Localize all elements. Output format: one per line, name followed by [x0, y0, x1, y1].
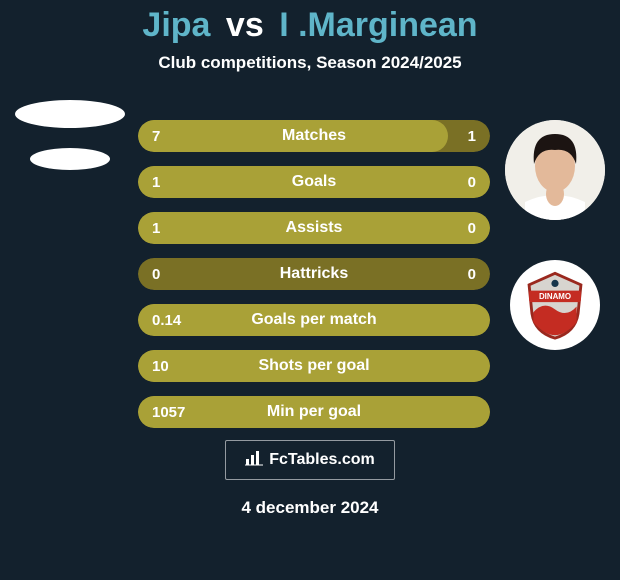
footer-logo-text: FcTables.com	[269, 451, 375, 469]
footer-date: 4 december 2024	[0, 498, 620, 518]
stat-bar-label: Hattricks	[138, 258, 490, 290]
club-badge: DINAMO	[510, 260, 600, 350]
placeholder-ellipse-large	[15, 100, 125, 128]
chart-icon	[245, 450, 263, 471]
stat-bar-label: Matches	[138, 120, 490, 152]
player-avatar-svg	[505, 120, 605, 220]
stat-bar-row: 10Goals	[138, 166, 490, 198]
subtitle: Club competitions, Season 2024/2025	[0, 53, 620, 73]
content-root: Jipa vs I .Marginean Club competitions, …	[0, 0, 620, 580]
stat-bar-label: Assists	[138, 212, 490, 244]
club-badge-svg: DINAMO	[519, 269, 591, 341]
title-right: I .Marginean	[279, 6, 477, 44]
placeholder-ellipse-small	[30, 148, 110, 170]
stat-bar-label: Goals per match	[138, 304, 490, 336]
stat-bar-label: Goals	[138, 166, 490, 198]
stat-bar-label: Min per goal	[138, 396, 490, 428]
right-column: DINAMO	[500, 120, 610, 350]
left-column	[10, 100, 130, 170]
stat-bar-row: 10Assists	[138, 212, 490, 244]
stat-bar-label: Shots per goal	[138, 350, 490, 382]
stat-bar-row: 0.14Goals per match	[138, 304, 490, 336]
stat-bar-row: 71Matches	[138, 120, 490, 152]
stat-bar-row: 10Shots per goal	[138, 350, 490, 382]
badge-accent-dot	[551, 280, 558, 287]
player-avatar	[505, 120, 605, 220]
badge-text: DINAMO	[539, 292, 571, 301]
stat-bar-row: 1057Min per goal	[138, 396, 490, 428]
footer-logo: FcTables.com	[225, 440, 395, 480]
stat-bar-row: 00Hattricks	[138, 258, 490, 290]
title-left: Jipa	[142, 6, 210, 44]
page-title: Jipa vs I .Marginean	[0, 0, 620, 45]
title-vs: vs	[226, 6, 264, 44]
stat-bars: 71Matches 10Goals 10Assists 00Hattricks 0.14…	[138, 120, 490, 428]
